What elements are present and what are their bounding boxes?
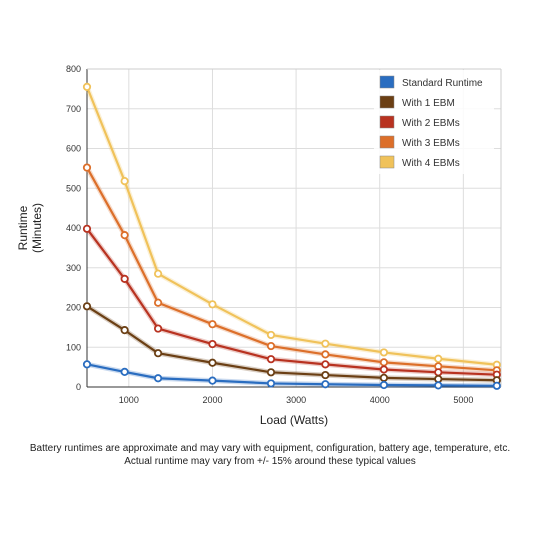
series-standard-runtime	[82, 360, 501, 390]
data-point	[266, 368, 276, 377]
x-tick-label: 2000	[202, 395, 222, 405]
data-point	[321, 360, 330, 369]
y-axis-title-line-2: (Minutes)	[30, 203, 44, 253]
data-point	[321, 370, 330, 380]
x-tick-label: 1000	[119, 395, 139, 405]
data-point	[120, 367, 129, 376]
data-point	[492, 381, 501, 390]
data-point	[120, 176, 129, 186]
x-axis-title: Load (Watts)	[260, 413, 328, 427]
data-point	[208, 376, 217, 385]
legend-label: With 4 EBMs	[402, 158, 460, 169]
data-point	[208, 320, 217, 329]
y-tick-label: 800	[66, 64, 81, 74]
legend-label: With 2 EBMs	[402, 118, 460, 129]
series-with-4-ebms	[82, 82, 501, 369]
data-point	[82, 82, 92, 91]
data-point	[266, 330, 276, 340]
data-point	[266, 341, 276, 351]
data-point	[208, 358, 217, 367]
legend-label: With 1 EBM	[402, 98, 455, 109]
data-point	[434, 381, 443, 390]
series-with-3-ebms	[82, 163, 501, 375]
data-point	[321, 350, 330, 359]
y-axis-title-line-1: Runtime	[16, 205, 30, 250]
legend-swatch	[379, 135, 395, 149]
y-tick-label: 200	[66, 303, 81, 313]
series-with-1-ebm	[82, 302, 501, 385]
data-point	[379, 373, 389, 382]
runtime-chart: 0 100 200 300 400 500 600 700 800 1000 2000 3000 400…	[16, 64, 502, 427]
data-point	[321, 380, 330, 389]
legend-swatch	[379, 155, 395, 169]
data-point	[153, 349, 163, 358]
x-tick-label: 4000	[370, 395, 390, 405]
data-point	[82, 163, 92, 172]
y-tick-label: 100	[66, 342, 81, 352]
data-point	[120, 326, 129, 335]
y-axis-title: Runtime (Minutes)	[16, 203, 44, 253]
legend-swatch	[379, 75, 395, 89]
series-lines	[82, 82, 501, 390]
data-point	[434, 354, 443, 363]
data-point	[120, 274, 129, 283]
legend: Standard Runtime With 1 EBM With 2 EBMs Wit…	[374, 70, 494, 174]
data-point	[82, 302, 92, 311]
data-point	[208, 339, 217, 349]
y-tick-label: 300	[66, 263, 81, 273]
footnote: Battery runtimes are approximate and may…	[0, 442, 540, 468]
y-tick-label: 600	[66, 144, 81, 154]
data-point	[434, 374, 443, 384]
data-point	[379, 358, 389, 367]
data-point	[321, 339, 330, 348]
x-tick-label: 5000	[453, 395, 473, 405]
legend-swatch	[379, 95, 395, 109]
data-point	[120, 231, 129, 240]
footnote-line-2: Actual runtime may vary from +/- 15% aro…	[124, 456, 416, 467]
data-point	[266, 355, 276, 364]
data-point	[379, 380, 389, 390]
data-point	[82, 224, 92, 233]
y-tick-label: 400	[66, 223, 81, 233]
data-point	[266, 379, 276, 388]
data-point	[153, 298, 163, 307]
data-point	[379, 348, 389, 357]
x-tick-label: 3000	[286, 395, 306, 405]
legend-label: With 3 EBMs	[402, 138, 460, 149]
y-tick-label: 700	[66, 104, 81, 114]
data-point	[153, 269, 163, 278]
series-with-2-ebms	[82, 224, 501, 379]
data-point	[208, 300, 217, 309]
footnote-line-1: Battery runtimes are approximate and may…	[29, 443, 511, 454]
data-point	[153, 324, 163, 333]
data-point	[379, 365, 389, 374]
legend-swatch	[379, 115, 395, 129]
axes: 0 100 200 300 400 500 600 700 800 1000 2000 3000 400…	[66, 64, 502, 405]
data-point	[434, 368, 443, 377]
data-point	[82, 360, 92, 369]
data-point	[153, 374, 163, 383]
y-tick-label: 0	[76, 382, 81, 392]
y-tick-label: 500	[66, 183, 81, 193]
legend-label: Standard Runtime	[402, 78, 483, 89]
